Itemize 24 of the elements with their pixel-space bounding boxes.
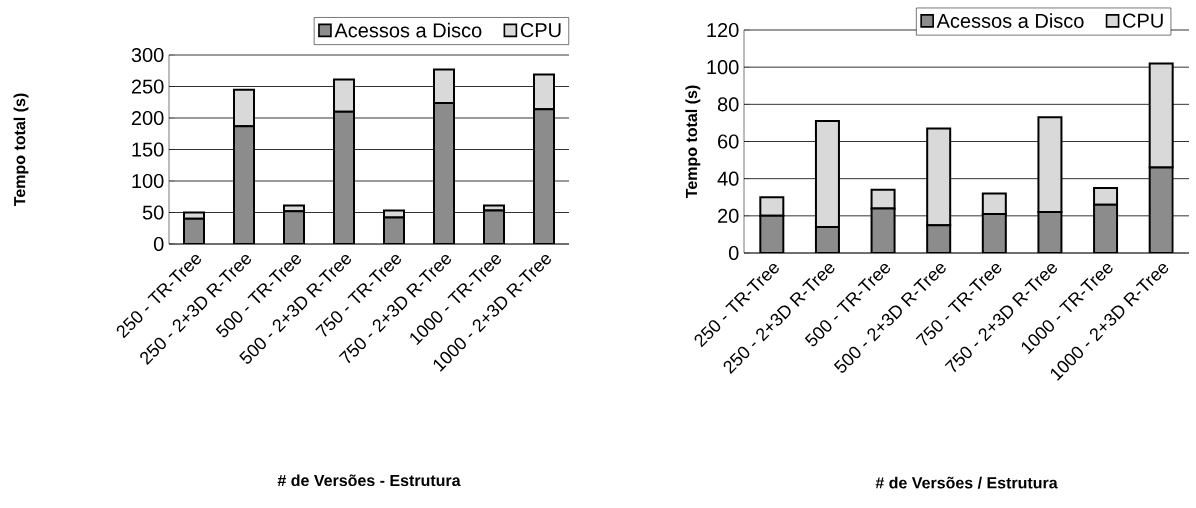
y-tick-label: 50: [142, 205, 164, 220]
y-tick-label: 100: [707, 60, 739, 75]
legend-label: Acessos a Disco: [936, 13, 1084, 28]
y-tick-label: 200: [131, 110, 164, 126]
x-axis-title: # de Versões / Estrutura: [875, 476, 1058, 489]
legend-label: CPU: [520, 23, 561, 38]
y-tick-label: 120: [707, 22, 739, 38]
bar: [981, 192, 1007, 215]
y-tick-label: 150: [132, 142, 164, 157]
y-tick-label: 300: [131, 47, 164, 63]
y-axis-title: Tempo total (s): [13, 93, 29, 207]
y-tick-label: 0: [153, 236, 164, 252]
y-tick-label: 250: [131, 79, 164, 94]
y-tick-label: 80: [717, 97, 739, 112]
y-axis-title: Tempo total (s): [685, 85, 701, 199]
y-tick-label: 40: [717, 171, 739, 186]
y-tick-label: 100: [132, 173, 164, 189]
y-tick-label: 20: [718, 208, 739, 223]
legend-label: Acessos a Disco: [334, 22, 482, 38]
y-tick-label: 0: [728, 245, 739, 261]
legend-label: CPU: [1123, 13, 1163, 28]
bar: [1093, 186, 1119, 206]
y-tick-label: 60: [718, 134, 739, 149]
x-axis-title: # de Versões - Estrutura: [277, 474, 461, 487]
